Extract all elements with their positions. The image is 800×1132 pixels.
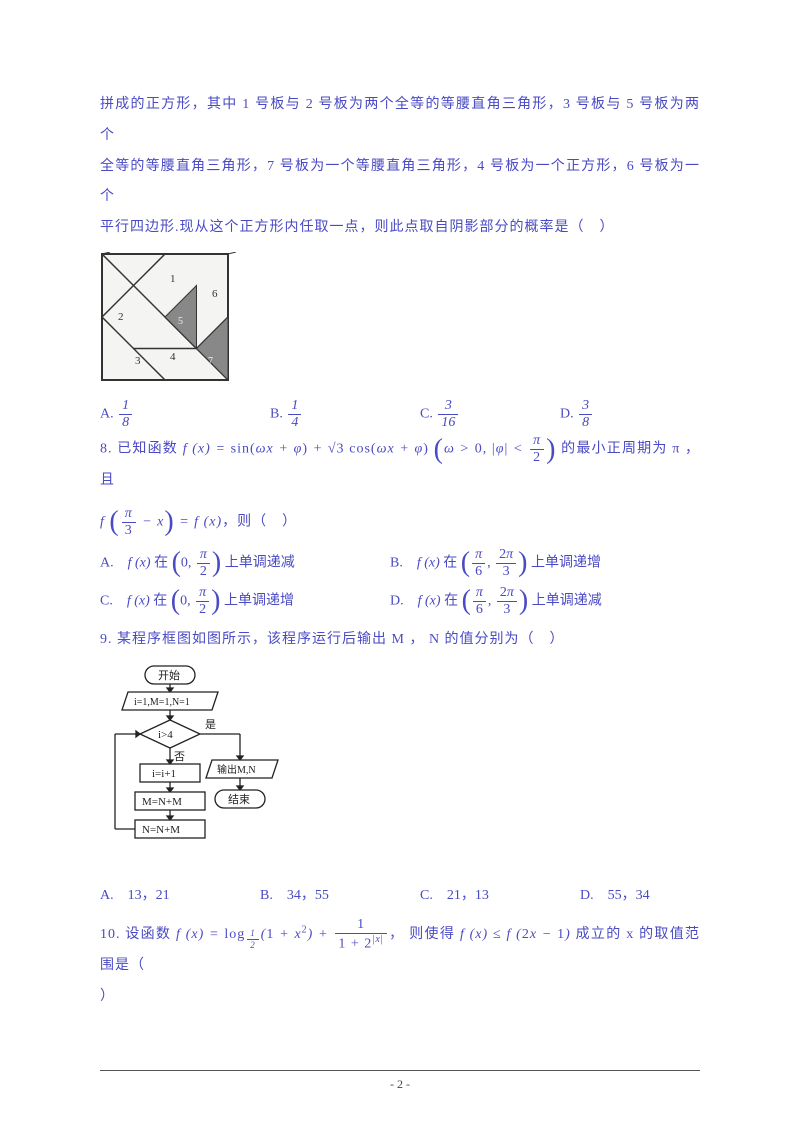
svg-text:6: 6: [212, 288, 218, 300]
q8-opt-a: A. f (x) 在 (0, π2) 上单调递减: [100, 548, 390, 580]
svg-text:1: 1: [170, 273, 176, 285]
q8-stem-2: f (π3 − x) = f (x)，则（ ）: [100, 507, 700, 539]
svg-text:4: 4: [170, 351, 176, 363]
q8-options-2: C. f (x) 在 (0, π2) 上单调递增 D. f (x) 在 (π6,…: [100, 586, 700, 618]
q9-opt-c: C. 21，13: [420, 881, 580, 912]
q7-options: A. 18 B. 14 C. 316 D. 38: [100, 399, 700, 431]
q9-opt-a: A. 13，21: [100, 881, 260, 912]
intro-line3: 平行四边形.现从这个正方形内任取一点，则此点取自阴影部分的概率是（ ）: [100, 213, 700, 244]
svg-text:结束: 结束: [228, 793, 250, 806]
svg-text:7: 7: [208, 356, 213, 367]
page-content: 拼成的正方形，其中 1 号板与 2 号板为两个全等的等腰直角三角形，3 号板与 …: [0, 0, 800, 1073]
q9-opt-b: B. 34，55: [260, 881, 420, 912]
intro-line1: 拼成的正方形，其中 1 号板与 2 号板为两个全等的等腰直角三角形，3 号板与 …: [100, 90, 700, 152]
q10-stem: 10. 设函数 f (x) = log12(1 + x2) + 11 + 2|x…: [100, 918, 700, 982]
svg-text:N=N+M: N=N+M: [142, 824, 180, 836]
q8-opt-b: B. f (x) 在 (π6, 2π3) 上单调递增: [390, 548, 670, 580]
q8-options-1: A. f (x) 在 (0, π2) 上单调递减 B. f (x) 在 (π6,…: [100, 548, 700, 580]
intro-line2: 全等的等腰直角三角形，7 号板为一个等腰直角三角形，4 号板为一个正方形，6 号…: [100, 152, 700, 214]
q7-opt-b: B. 14: [270, 399, 420, 431]
svg-text:开始: 开始: [158, 668, 180, 682]
q7-opt-d: D. 38: [560, 399, 660, 431]
q9-opt-d: D. 55，34: [580, 881, 740, 912]
svg-text:5: 5: [178, 316, 183, 327]
svg-text:否: 否: [174, 751, 185, 763]
q8-stem-1: 8. 已知函数 f (x) = sin(ωx + φ) + √3 cos(ωx …: [100, 434, 700, 496]
q10-close: ）: [100, 982, 700, 1013]
q8-opt-c: C. f (x) 在 (0, π2) 上单调递增: [100, 586, 390, 618]
svg-text:2: 2: [118, 311, 124, 323]
page-number: - 2 -: [390, 1077, 410, 1091]
svg-text:i=1,M=1,N=1: i=1,M=1,N=1: [134, 697, 190, 708]
q7-opt-a: A. 18: [100, 399, 270, 431]
svg-text:是: 是: [205, 718, 216, 731]
svg-text:i=i+1: i=i+1: [152, 768, 176, 780]
svg-text:i>4: i>4: [158, 729, 173, 741]
page-footer: - 2 -: [0, 1070, 800, 1092]
svg-text:输出M,N: 输出M,N: [217, 763, 256, 776]
q8-opt-d: D. f (x) 在 (π6, 2π3) 上单调递减: [390, 586, 670, 618]
svg-text:3: 3: [135, 355, 141, 367]
svg-text:M=N+M: M=N+M: [142, 796, 182, 808]
q9-stem: 9. 某程序框图如图所示，该程序运行后输出 M ， N 的值分别为（ ）: [100, 625, 700, 656]
tangram-figure: 1 2 3 4 5 6 7: [100, 252, 700, 395]
q9-options: A. 13，21 B. 34，55 C. 21，13 D. 55，34: [100, 881, 700, 912]
q7-opt-c: C. 316: [420, 399, 560, 431]
flowchart-figure: 开始 i=1,M=1,N=1 i>4 是 否 i=i+1 M=N+M N=N+M: [100, 662, 700, 875]
